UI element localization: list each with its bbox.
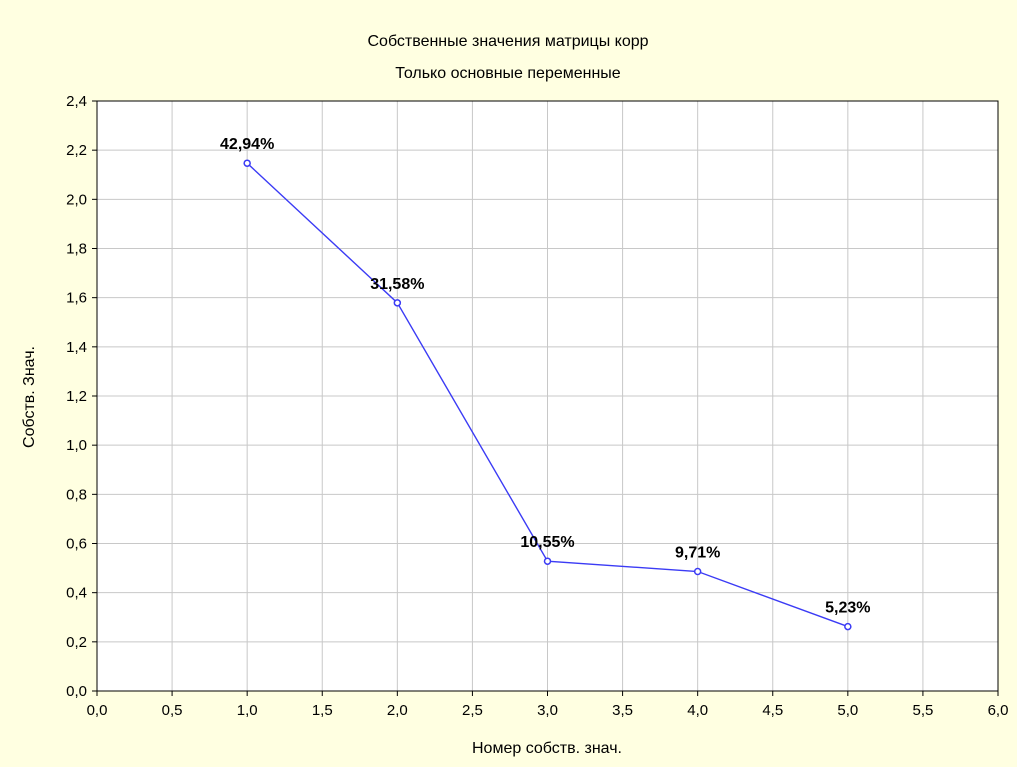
y-tick-label: 1,8 xyxy=(66,241,87,258)
x-axis-label: Номер собств. знач. xyxy=(472,740,622,757)
data-point xyxy=(844,622,852,631)
y-tick-label: 0,4 xyxy=(66,585,87,602)
y-axis-label: Собств. Знач. xyxy=(21,346,38,448)
y-tick-label: 0,2 xyxy=(66,634,87,651)
x-tick-label: 4,0 xyxy=(687,702,708,719)
data-label: 31,58% xyxy=(370,276,424,293)
data-point xyxy=(393,299,402,307)
x-tick-label: 2,0 xyxy=(387,702,408,719)
data-label: 5,23% xyxy=(825,600,870,617)
x-tick-label: 5,5 xyxy=(912,702,933,719)
chart-subtitle: Только основные переменные xyxy=(395,65,621,82)
x-tick-label: 6,0 xyxy=(988,702,1009,719)
y-tick-label: 1,6 xyxy=(66,290,87,307)
y-tick-label: 0,6 xyxy=(66,536,87,553)
x-tick-label: 0,5 xyxy=(162,702,183,719)
y-tick-label: 0,8 xyxy=(66,486,87,503)
data-point xyxy=(243,159,251,167)
data-label: 10,55% xyxy=(520,534,574,551)
x-tick-label: 4,5 xyxy=(762,702,783,719)
y-tick-label: 2,4 xyxy=(66,93,87,110)
chart-title: Собственные значения матрицы корр xyxy=(367,33,648,50)
y-tick-label: 1,2 xyxy=(66,388,87,405)
data-label: 9,71% xyxy=(675,545,720,562)
x-tick-label: 5,0 xyxy=(837,702,858,719)
y-tick-label: 2,0 xyxy=(66,191,87,208)
x-tick-label: 3,5 xyxy=(612,702,633,719)
y-tick-label: 1,0 xyxy=(66,437,87,454)
y-tick-label: 0,0 xyxy=(66,683,87,700)
data-point xyxy=(543,557,552,565)
x-tick-label: 1,0 xyxy=(237,702,258,719)
x-tick-label: 1,5 xyxy=(312,702,333,719)
data-point xyxy=(693,567,702,576)
y-tick-label: 1,4 xyxy=(66,339,87,356)
y-tick-label: 2,2 xyxy=(66,142,87,159)
x-tick-label: 3,0 xyxy=(537,702,558,719)
x-tick-label: 2,5 xyxy=(462,702,483,719)
x-tick-label: 0,0 xyxy=(87,702,108,719)
data-label: 42,94% xyxy=(220,136,274,153)
